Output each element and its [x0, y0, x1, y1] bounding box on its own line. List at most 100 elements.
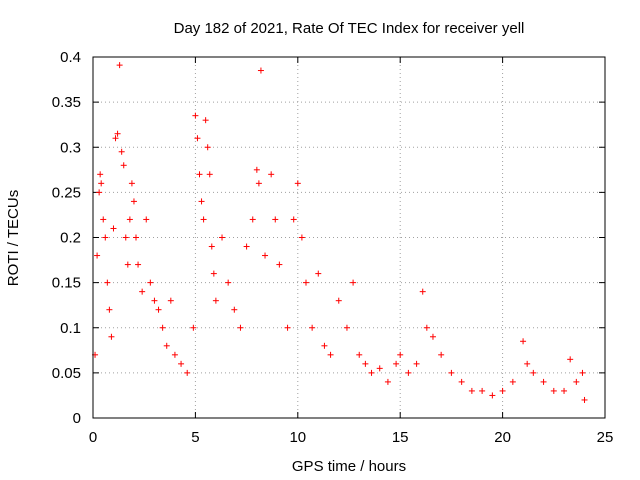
data-point — [309, 324, 316, 331]
data-point — [112, 135, 119, 142]
y-tick-label: 0 — [73, 410, 81, 427]
x-tick-label: 15 — [392, 429, 409, 446]
data-point — [468, 387, 475, 394]
data-point — [118, 148, 125, 155]
data-point — [190, 324, 197, 331]
data-point — [499, 387, 506, 394]
data-point — [335, 297, 342, 304]
data-point — [139, 288, 146, 295]
data-point — [231, 306, 238, 313]
data-point — [567, 356, 574, 363]
data-point — [561, 387, 568, 394]
data-point — [116, 62, 123, 69]
data-point — [151, 297, 158, 304]
data-point — [579, 369, 586, 376]
data-point — [212, 297, 219, 304]
y-tick-label: 0.35 — [52, 94, 81, 111]
data-point — [204, 144, 211, 151]
data-point — [550, 387, 557, 394]
data-point — [327, 351, 334, 358]
x-tick-label: 10 — [289, 429, 306, 446]
data-point — [384, 378, 391, 385]
data-point — [438, 351, 445, 358]
y-tick-label: 0.15 — [52, 275, 81, 292]
data-point — [405, 369, 412, 376]
data-point — [108, 333, 115, 340]
data-point — [356, 351, 363, 358]
data-point — [106, 306, 113, 313]
data-point — [96, 189, 103, 196]
data-point — [302, 279, 309, 286]
data-point — [171, 351, 178, 358]
data-point — [284, 324, 291, 331]
data-point — [321, 342, 328, 349]
data-point — [429, 333, 436, 340]
data-point — [102, 234, 109, 241]
y-tick-label: 0.4 — [60, 49, 81, 66]
x-tick-label: 0 — [89, 429, 97, 446]
data-point — [135, 261, 142, 268]
data-point — [155, 306, 162, 313]
data-point — [276, 261, 283, 268]
data-point — [520, 338, 527, 345]
data-point — [206, 171, 213, 178]
data-point — [393, 360, 400, 367]
data-point — [167, 297, 174, 304]
data-point — [255, 180, 262, 187]
x-tick-label: 5 — [191, 429, 199, 446]
data-point — [159, 324, 166, 331]
data-point — [448, 369, 455, 376]
data-point — [419, 288, 426, 295]
data-point — [100, 216, 107, 223]
data-point — [243, 243, 250, 250]
data-point — [458, 378, 465, 385]
data-point — [97, 171, 104, 178]
data-point — [178, 360, 185, 367]
data-point — [202, 117, 209, 124]
data-point — [413, 360, 420, 367]
data-point — [196, 171, 203, 178]
data-point — [163, 342, 170, 349]
data-point — [184, 369, 191, 376]
y-tick-label: 0.05 — [52, 365, 81, 382]
data-point — [104, 279, 111, 286]
data-point — [143, 216, 150, 223]
data-point — [294, 180, 301, 187]
data-point — [253, 166, 260, 173]
data-point — [376, 365, 383, 372]
data-point — [262, 252, 269, 259]
data-point — [126, 216, 133, 223]
data-point — [192, 112, 199, 119]
chart-title: Day 182 of 2021, Rate Of TEC Index for r… — [174, 20, 525, 37]
data-point — [200, 216, 207, 223]
data-point — [128, 180, 135, 187]
data-point — [524, 360, 531, 367]
data-point — [124, 261, 131, 268]
data-point — [98, 180, 105, 187]
data-point — [147, 279, 154, 286]
data-point — [122, 234, 129, 241]
y-tick-label: 0.1 — [60, 320, 81, 337]
data-point — [290, 216, 297, 223]
data-point — [509, 378, 516, 385]
x-axis-label: GPS time / hours — [292, 458, 406, 475]
data-points — [92, 62, 588, 403]
data-point — [343, 324, 350, 331]
data-point — [268, 171, 275, 178]
data-point — [315, 270, 322, 277]
x-tick-label: 25 — [597, 429, 614, 446]
data-point — [120, 162, 127, 169]
data-point — [489, 392, 496, 399]
data-point — [530, 369, 537, 376]
data-point — [368, 369, 375, 376]
data-point — [219, 234, 226, 241]
data-point — [194, 135, 201, 142]
data-point — [237, 324, 244, 331]
data-point — [298, 234, 305, 241]
tick-labels: 0 5 10 15 20 25 0 0.05 0.1 0.15 0.2 0.25 0.3 0.35 0.4 — [52, 49, 614, 446]
data-point — [225, 279, 232, 286]
y-tick-label: 0.2 — [60, 230, 81, 247]
data-point — [581, 396, 588, 403]
data-point — [94, 252, 101, 259]
